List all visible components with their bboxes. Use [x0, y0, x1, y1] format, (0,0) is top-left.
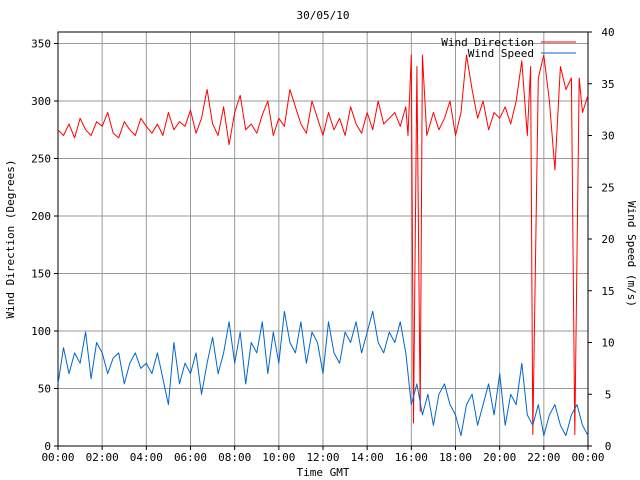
left-tick-label: 50: [38, 383, 51, 396]
right-tick-label: 40: [601, 26, 614, 39]
left-tick-label: 0: [44, 440, 51, 453]
left-tick-label: 200: [31, 210, 51, 223]
series-line-wind-direction: [57, 54, 589, 435]
right-axis-ticks: 0 5 10 15 20 25 30 35 40: [588, 26, 615, 453]
series-layer: [57, 54, 589, 437]
right-axis-title: Wind Speed (m/s): [625, 201, 638, 307]
x-tick-label: 04:00: [130, 451, 163, 464]
right-tick-label: 10: [601, 337, 614, 350]
x-tick-label: 08:00: [218, 451, 251, 464]
x-tick-label: 02:00: [86, 451, 119, 464]
left-tick-label: 350: [31, 38, 51, 51]
series-line-wind-speed: [57, 310, 589, 437]
x-tick-label: 22:00: [527, 451, 560, 464]
x-tick-label: 06:00: [174, 451, 207, 464]
x-tick-label: 16:00: [395, 451, 428, 464]
x-tick-label: 20:00: [483, 451, 516, 464]
left-axis-ticks: 0 50 100 150 200 250 300 350: [31, 38, 58, 453]
x-axis-title: Time GMT: [297, 466, 350, 479]
left-tick-label: 250: [31, 153, 51, 166]
x-tick-label: 00:00: [41, 451, 74, 464]
x-tick-label: 10:00: [262, 451, 295, 464]
right-tick-label: 0: [605, 440, 612, 453]
left-tick-label: 150: [31, 268, 51, 281]
left-axis-title: Wind Direction (Degrees): [4, 160, 17, 319]
right-tick-label: 35: [601, 78, 614, 91]
x-tick-label: 00:00: [571, 451, 604, 464]
left-tick-label: 100: [31, 325, 51, 338]
legend-label-wind-direction: Wind Direction: [441, 36, 534, 49]
legend-label-wind-speed: Wind Speed: [468, 47, 534, 60]
x-axis-ticks: 00:00 02:00 04:00 06:00 08:00 10:00 12:00 14:00…: [41, 446, 605, 464]
right-tick-label: 30: [601, 130, 614, 143]
x-tick-label: 14:00: [351, 451, 384, 464]
x-tick-label: 18:00: [439, 451, 472, 464]
right-tick-label: 5: [605, 388, 612, 401]
right-tick-label: 20: [601, 233, 614, 246]
chart-title: 30/05/10: [297, 9, 350, 22]
left-tick-label: 300: [31, 95, 51, 108]
x-tick-label: 12:00: [306, 451, 339, 464]
legend: Wind Direction Wind Speed: [441, 36, 576, 60]
right-tick-label: 25: [601, 181, 614, 194]
right-tick-label: 15: [601, 285, 614, 298]
